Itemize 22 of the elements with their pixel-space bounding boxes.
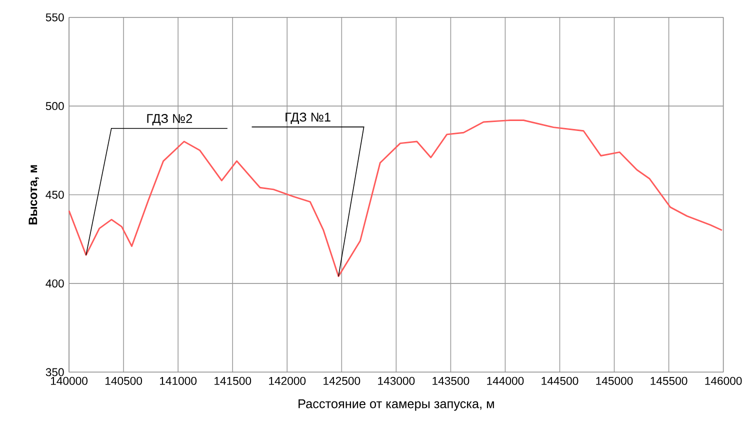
y-axis-title: Высота, м: [28, 165, 39, 224]
x-tick-label: 140000: [50, 376, 88, 385]
y-tick-label: 550: [46, 13, 64, 22]
x-tick-label: 142000: [269, 376, 306, 385]
x-tick-label: 144500: [542, 376, 578, 385]
y-tick-label: 350: [46, 368, 64, 376]
x-tick-label: 144000: [487, 376, 524, 385]
x-tick-label: 140500: [105, 376, 142, 385]
x-tick-label: 143500: [432, 376, 470, 385]
x-tick-label: 141000: [160, 376, 197, 385]
x-axis-title: Расстояние от камеры запуска, м: [298, 399, 494, 411]
y-tick-label: 500: [46, 102, 64, 110]
x-tick-label: 143000: [378, 376, 415, 385]
annotation: ГДЗ №2: [147, 114, 192, 126]
y-tick-label: 400: [46, 279, 64, 288]
x-tick-label: 145000: [596, 376, 633, 385]
annotation: ГДЗ №1: [286, 112, 330, 124]
x-tick-label: 141500: [214, 376, 252, 385]
y-tick-label: 450: [46, 190, 64, 199]
x-tick-label: 146000: [705, 376, 742, 385]
x-tick-label: 142500: [324, 376, 360, 385]
x-tick-label: 145500: [650, 376, 688, 385]
